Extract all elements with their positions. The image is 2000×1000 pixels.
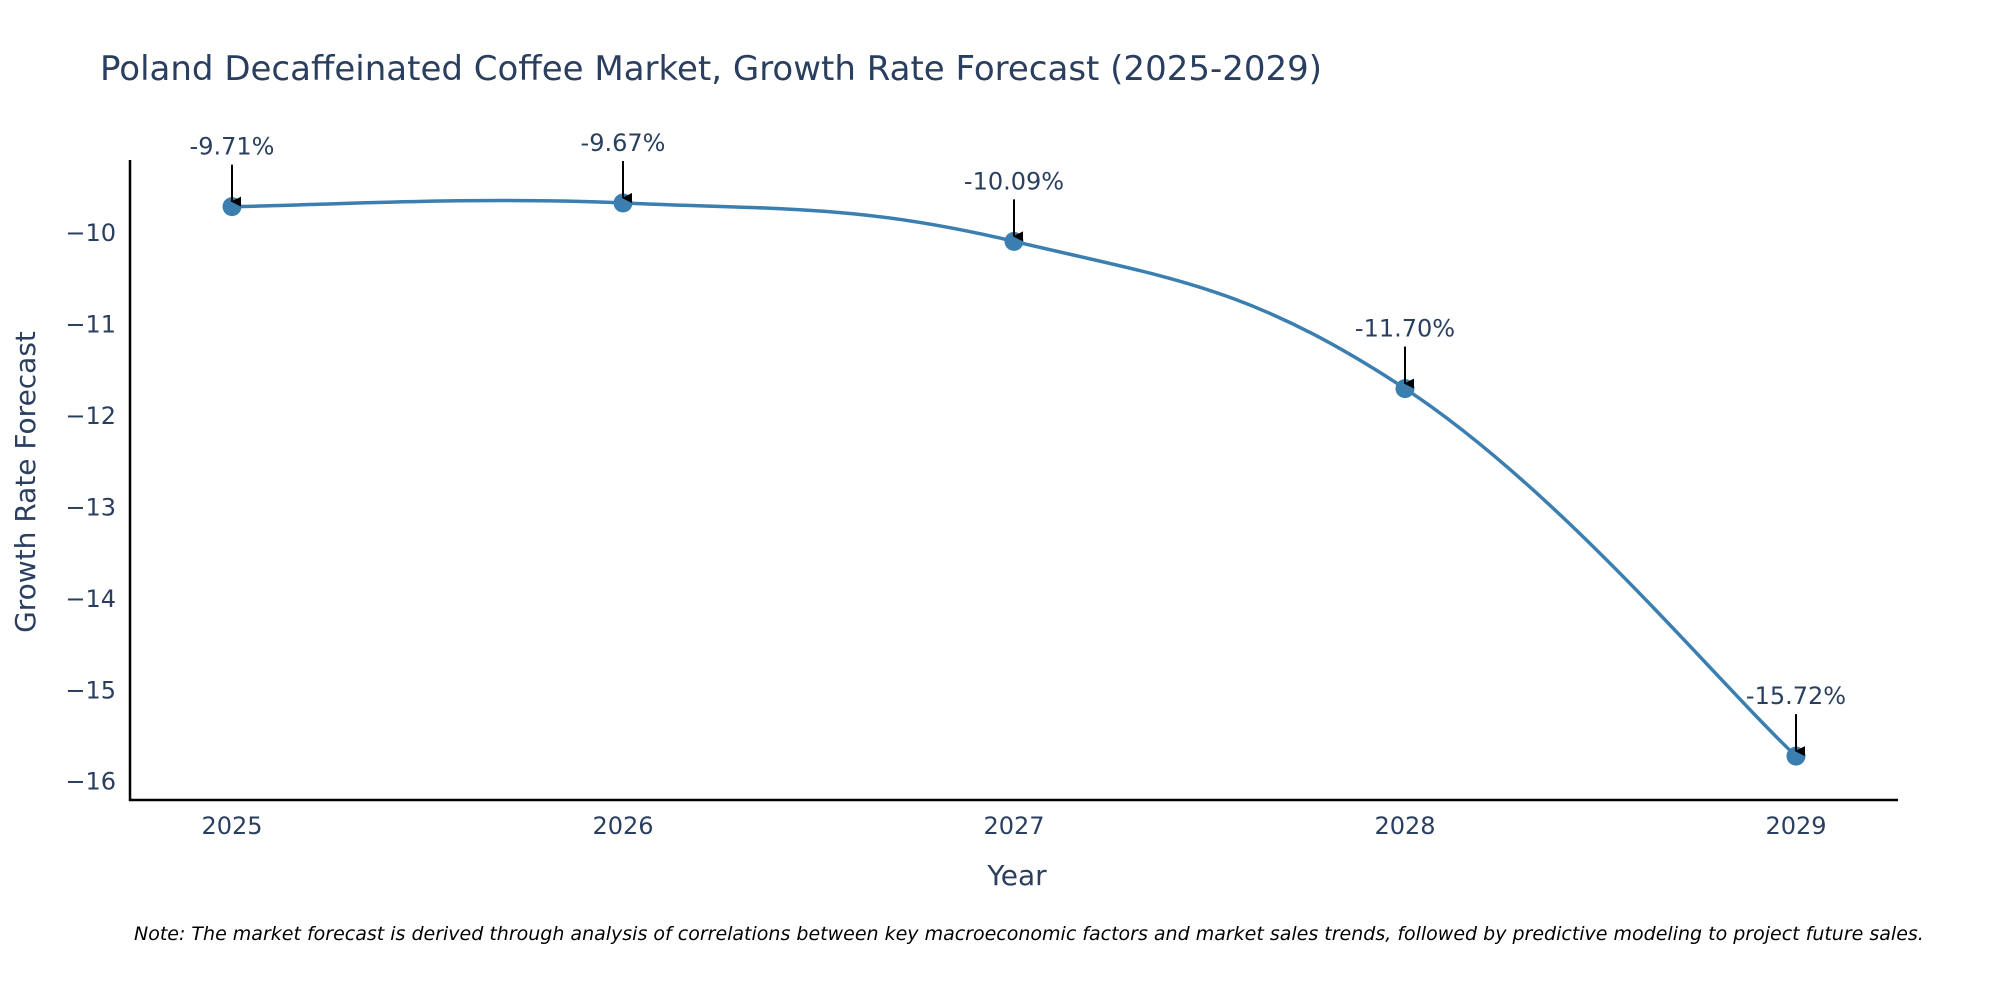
data-labels: -9.71% -9.67% -10.09% -11.70% -15.72% bbox=[190, 129, 1846, 757]
data-label: -9.71% bbox=[190, 133, 275, 161]
x-tick-label: 2028 bbox=[1374, 812, 1435, 840]
y-axis-ticks: −10 −11 −12 −13 −14 −15 −16 bbox=[65, 219, 116, 796]
x-axis-title: Year bbox=[986, 859, 1047, 892]
y-tick-label: −16 bbox=[65, 768, 116, 796]
data-label: -10.09% bbox=[964, 167, 1064, 195]
footnote: Note: The market forecast is derived thr… bbox=[134, 923, 1924, 945]
x-axis-ticks: 2025 2026 2027 2028 2029 bbox=[201, 812, 1826, 840]
x-tick-label: 2027 bbox=[983, 812, 1044, 840]
x-tick-label: 2029 bbox=[1765, 812, 1826, 840]
y-tick-label: −10 bbox=[65, 219, 116, 247]
x-tick-label: 2026 bbox=[592, 812, 653, 840]
data-label: -11.70% bbox=[1355, 315, 1455, 343]
y-axis-title: Growth Rate Forecast bbox=[9, 331, 42, 633]
x-tick-label: 2025 bbox=[201, 812, 262, 840]
y-tick-label: −11 bbox=[65, 311, 116, 339]
data-points bbox=[222, 193, 1806, 766]
series-line bbox=[231, 198, 1798, 758]
data-label: -15.72% bbox=[1746, 682, 1846, 710]
y-tick-label: −13 bbox=[65, 493, 116, 521]
y-tick-label: −15 bbox=[65, 676, 116, 704]
y-tick-label: −14 bbox=[65, 585, 116, 613]
y-tick-label: −12 bbox=[65, 402, 116, 430]
chart-title: Poland Decaffeinated Coffee Market, Grow… bbox=[100, 49, 1322, 89]
data-label: -9.67% bbox=[581, 129, 666, 157]
